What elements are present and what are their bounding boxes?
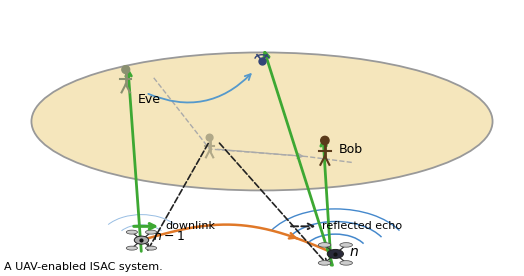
Ellipse shape xyxy=(126,230,137,234)
Ellipse shape xyxy=(318,243,331,247)
Ellipse shape xyxy=(126,246,137,250)
Ellipse shape xyxy=(340,261,353,265)
Text: A UAV-enabled ISAC system.: A UAV-enabled ISAC system. xyxy=(4,262,163,272)
Text: downlink: downlink xyxy=(165,221,215,231)
Text: Eve: Eve xyxy=(138,93,161,106)
Text: reflected echo: reflected echo xyxy=(322,221,402,231)
Ellipse shape xyxy=(31,52,493,190)
Ellipse shape xyxy=(340,243,353,247)
Text: $n-1$: $n-1$ xyxy=(154,230,185,243)
Ellipse shape xyxy=(146,246,157,250)
Circle shape xyxy=(321,136,329,145)
Ellipse shape xyxy=(318,261,331,265)
Ellipse shape xyxy=(134,236,149,244)
Ellipse shape xyxy=(328,250,343,258)
Ellipse shape xyxy=(146,230,157,234)
Text: $n$: $n$ xyxy=(350,245,359,259)
Circle shape xyxy=(206,134,213,141)
Text: Bob: Bob xyxy=(339,143,363,156)
Circle shape xyxy=(122,66,129,73)
